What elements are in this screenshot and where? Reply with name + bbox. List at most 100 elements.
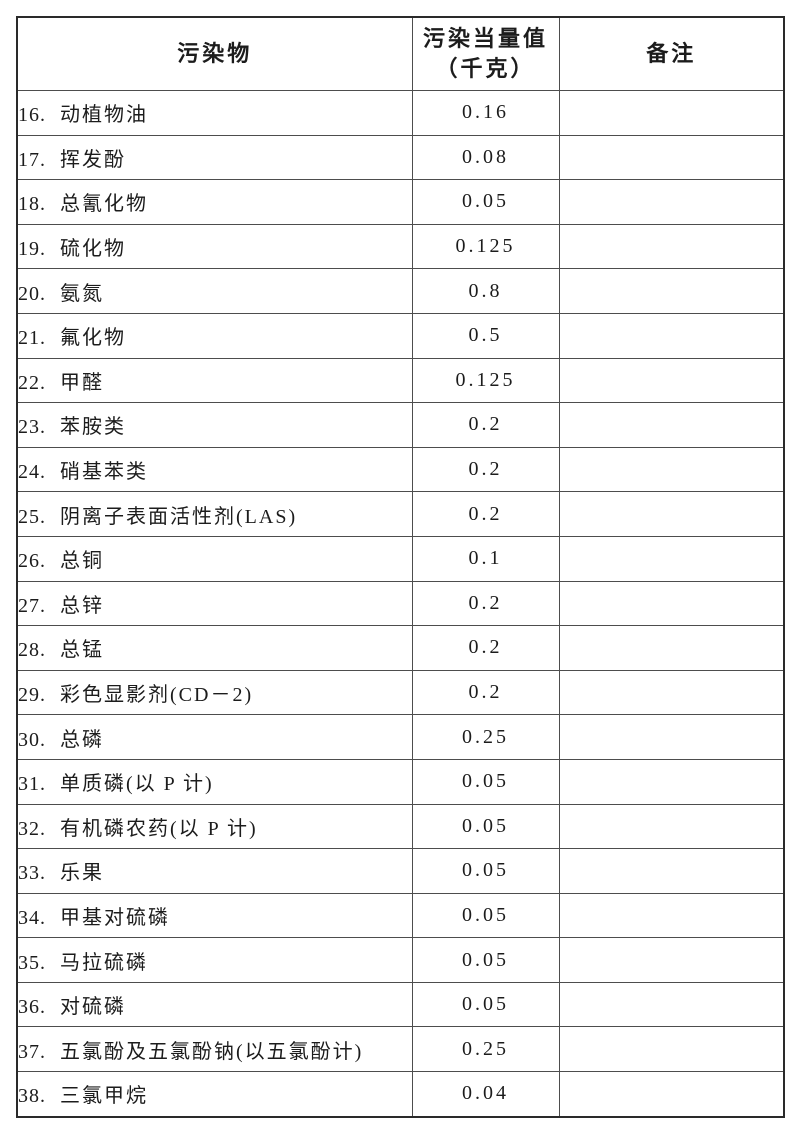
pollutant-name: 总铜 (60, 550, 104, 573)
pollutant-cell: 21. 氟化物 (16, 312, 413, 359)
row-number: 30. (18, 728, 46, 751)
pollutant-name: 乐果 (60, 862, 104, 885)
pollutant-name: 氨氮 (60, 282, 104, 305)
equivalent-value-cell: 0.25 (411, 1026, 560, 1073)
equivalent-value-cell: 0.05 (411, 937, 560, 983)
row-number: 31. (18, 773, 46, 796)
equivalent-value-cell: 0.5 (411, 312, 560, 359)
pollutant-cell: 17. 挥发酚 (16, 134, 413, 181)
equivalent-value-cell: 0.04 (411, 1071, 560, 1118)
pollutant-cell: 30. 总磷 (16, 714, 413, 760)
pollutant-cell: 38. 三氯甲烷 (16, 1071, 413, 1118)
equivalent-value-cell: 0.25 (411, 714, 560, 760)
header-equivalent-line2: （千克） (435, 56, 536, 81)
pollutant-name: 氟化物 (60, 327, 126, 350)
row-number: 27. (18, 594, 46, 617)
remark-cell (558, 179, 785, 225)
table-row: 18. 总氰化物 0.05 (16, 179, 785, 225)
equivalent-value-cell: 0.2 (411, 669, 560, 716)
pollutant-name: 甲基对硫磷 (60, 906, 170, 929)
pollutant-name: 总锌 (60, 594, 104, 617)
pollutant-cell: 37. 五氯酚及五氯酚钠(以五氯酚计) (16, 1026, 413, 1073)
pollutant-cell: 29. 彩色显影剂(CD－2) (16, 669, 413, 716)
pollutant-cell: 22. 甲醛 (16, 357, 413, 404)
equivalent-value-cell: 0.125 (411, 223, 560, 270)
pollutant-cell: 36. 对硫磷 (16, 981, 413, 1028)
header-row: 污染物 污染当量值 （千克） 备注 (16, 16, 785, 91)
remark-cell (558, 803, 785, 850)
row-number: 32. (18, 817, 46, 840)
table-header: 污染物 污染当量值 （千克） 备注 (16, 16, 785, 91)
remark-cell (558, 402, 785, 448)
pollutant-name: 彩色显影剂(CD－2) (60, 684, 254, 707)
table-row: 25. 阴离子表面活性剂(LAS) 0.2 (16, 491, 785, 537)
pollutant-cell: 24. 硝基苯类 (16, 446, 413, 493)
table-row: 31. 单质磷(以 P 计) 0.05 (16, 758, 785, 805)
pollutant-name: 苯胺类 (60, 416, 126, 439)
header-equivalent-line1: 污染当量值 (422, 26, 548, 52)
remark-cell (558, 312, 785, 359)
pollutant-cell: 19. 硫化物 (16, 223, 413, 270)
pollutant-name: 五氯酚及五氯酚钠(以五氯酚计) (60, 1040, 364, 1063)
pollutant-name: 挥发酚 (60, 148, 126, 171)
equivalent-value-cell: 0.2 (411, 446, 560, 493)
pollutant-cell: 35. 马拉硫磷 (16, 937, 413, 983)
equivalent-value-cell: 0.2 (411, 491, 560, 537)
equivalent-value-cell: 0.125 (411, 357, 560, 404)
header-remark: 备注 (558, 16, 785, 91)
pollutant-name: 三氯甲烷 (60, 1085, 148, 1108)
table-row: 33. 乐果 0.05 (16, 848, 785, 894)
row-number: 29. (18, 684, 46, 707)
equivalent-value-cell: 0.8 (411, 268, 560, 314)
remark-cell (558, 1071, 785, 1118)
table-row: 21. 氟化物 0.5 (16, 312, 785, 359)
header-pollutant: 污染物 (16, 16, 413, 91)
remark-cell (558, 90, 785, 136)
equivalent-value-cell: 0.05 (411, 981, 560, 1028)
table-row: 30. 总磷 0.25 (16, 714, 785, 760)
table-row: 20. 氨氮 0.8 (16, 268, 785, 314)
equivalent-value-cell: 0.1 (411, 535, 560, 582)
pollutant-cell: 28. 总锰 (16, 625, 413, 671)
pollutant-cell: 34. 甲基对硫磷 (16, 892, 413, 939)
table-row: 36. 对硫磷 0.05 (16, 981, 785, 1028)
remark-cell (558, 535, 785, 582)
pollutant-cell: 33. 乐果 (16, 848, 413, 894)
remark-cell (558, 892, 785, 939)
pollutant-name: 总锰 (60, 639, 104, 662)
table-row: 35. 马拉硫磷 0.05 (16, 937, 785, 983)
pollutant-name: 总氰化物 (60, 193, 148, 216)
equivalent-value-cell: 0.05 (411, 848, 560, 894)
row-number: 35. (18, 951, 46, 974)
row-number: 34. (18, 906, 46, 929)
remark-cell (558, 1026, 785, 1073)
row-number: 25. (18, 505, 46, 528)
row-number: 26. (18, 550, 46, 573)
table-row: 28. 总锰 0.2 (16, 625, 785, 671)
remark-cell (558, 446, 785, 493)
equivalent-value-cell: 0.05 (411, 758, 560, 805)
remark-cell (558, 981, 785, 1028)
table-row: 16. 动植物油 0.16 (16, 90, 785, 136)
pollutant-cell: 26. 总铜 (16, 535, 413, 582)
pollutant-name: 马拉硫磷 (60, 951, 148, 974)
pollutant-name: 阴离子表面活性剂(LAS) (60, 505, 298, 528)
remark-cell (558, 491, 785, 537)
pollutant-name: 总磷 (60, 728, 104, 751)
remark-cell (558, 669, 785, 716)
equivalent-value-cell: 0.05 (411, 892, 560, 939)
table-row: 23. 苯胺类 0.2 (16, 402, 785, 448)
row-number: 23. (18, 416, 46, 439)
equivalent-value-cell: 0.2 (411, 625, 560, 671)
remark-cell (558, 357, 785, 404)
remark-cell (558, 268, 785, 314)
equivalent-value-cell: 0.2 (411, 402, 560, 448)
pollutant-name: 硫化物 (60, 238, 126, 261)
table-row: 38. 三氯甲烷 0.04 (16, 1071, 785, 1118)
row-number: 19. (18, 238, 46, 261)
table-row: 37. 五氯酚及五氯酚钠(以五氯酚计) 0.25 (16, 1026, 785, 1073)
table-body: 16. 动植物油 0.16 17. 挥发酚 0.08 18. 总氰化物 0.05 19… (16, 90, 785, 1118)
table-row: 34. 甲基对硫磷 0.05 (16, 892, 785, 939)
row-number: 33. (18, 862, 46, 885)
pollutant-name: 动植物油 (60, 104, 148, 127)
